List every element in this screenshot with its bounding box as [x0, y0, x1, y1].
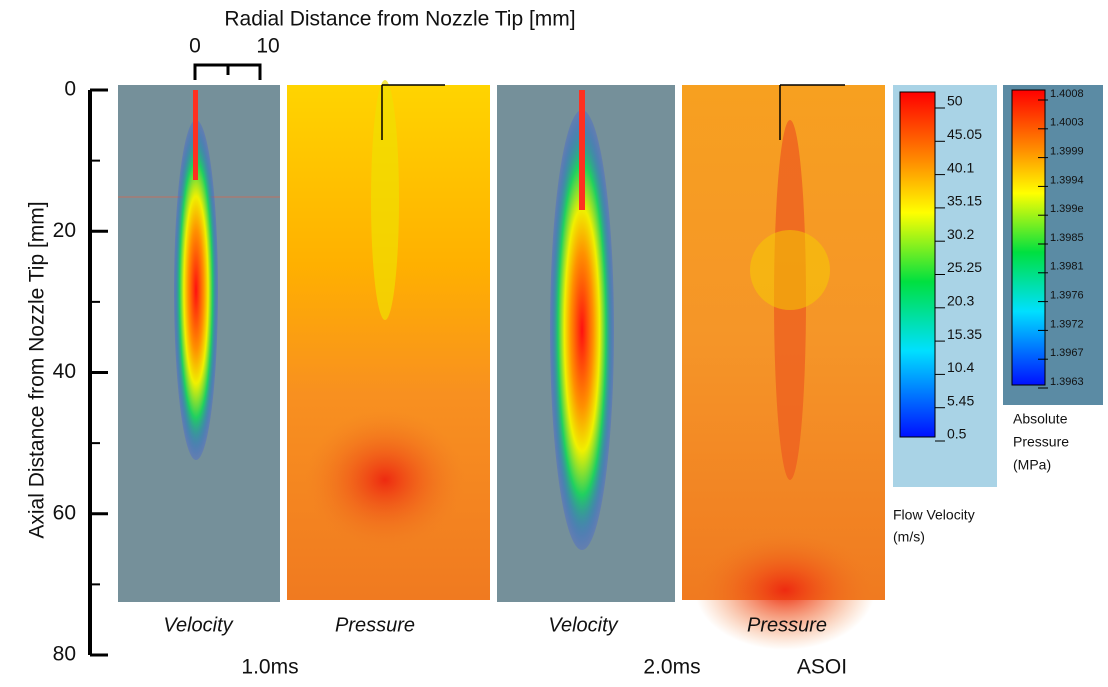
legend-tick-label: 20.3: [947, 293, 974, 309]
velocity-panel: [118, 85, 280, 602]
legend-tick-label: 25.25: [947, 259, 982, 275]
legend-title: (m/s): [893, 529, 925, 545]
legend-tick-label: 15.35: [947, 326, 982, 342]
time-label: 2.0ms: [643, 656, 700, 679]
time-note: ASOI: [797, 656, 847, 679]
x-scale-bar: [193, 63, 262, 80]
panel-label: Velocity: [163, 614, 233, 636]
legend-tick-label: 10.4: [947, 359, 974, 375]
y-tick-label: 40: [53, 360, 76, 383]
x-tick-label: 10: [256, 35, 279, 58]
legend-tick-label: 1.3976: [1050, 290, 1084, 302]
legend-tick-label: 1.3972: [1050, 318, 1084, 330]
legend-tick-label: 45.05: [947, 126, 982, 142]
legend-tick-label: 1.4003: [1050, 117, 1084, 129]
pressure-panel: [287, 80, 490, 600]
panel-label: Velocity: [548, 614, 618, 636]
legend-title: Pressure: [1013, 434, 1069, 450]
legend-tick-label: 35.15: [947, 193, 982, 209]
pressure-panel: [682, 84, 885, 650]
legend-tick-label: 30.2: [947, 226, 974, 242]
y-tick-label: 20: [53, 219, 76, 242]
legend-title: Flow Velocity: [893, 507, 975, 523]
legend-tick-label: 0.5: [947, 426, 967, 442]
x-axis-title: Radial Distance from Nozzle Tip [mm]: [224, 8, 575, 31]
colorbar: [1011, 89, 1046, 386]
y-tick-label: 80: [53, 643, 76, 666]
y-tick-label: 60: [53, 501, 76, 524]
velocity-panel: [497, 85, 675, 602]
legend-tick-label: 1.3963: [1050, 376, 1084, 388]
y-tick-label: 0: [64, 78, 76, 101]
y-axis-title: Axial Distance from Nozzle Tip [mm]: [26, 201, 49, 538]
legend-title: Absolute: [1013, 411, 1068, 427]
time-label: 1.0ms: [241, 656, 298, 679]
colorbar: [899, 91, 936, 438]
legend-tick-label: 1.3999: [1050, 146, 1084, 158]
legend-tick-label: 1.4008: [1050, 88, 1084, 100]
legend-tick-label: 1.3967: [1050, 347, 1084, 359]
legend-tick-label: 1.399e: [1050, 203, 1084, 215]
legend-title: (MPa): [1013, 457, 1051, 473]
panel-label: Pressure: [335, 614, 415, 636]
legend-tick-label: 40.1: [947, 159, 974, 175]
legend-tick-label: 1.3981: [1050, 261, 1084, 273]
x-tick-label: 0: [189, 35, 201, 58]
legend-tick-label: 50: [947, 93, 963, 109]
legend-tick-label: 1.3994: [1050, 174, 1084, 186]
legend-tick-label: 5.45: [947, 392, 974, 408]
panel-label: Pressure: [747, 614, 827, 636]
legend-tick-label: 1.3985: [1050, 232, 1084, 244]
